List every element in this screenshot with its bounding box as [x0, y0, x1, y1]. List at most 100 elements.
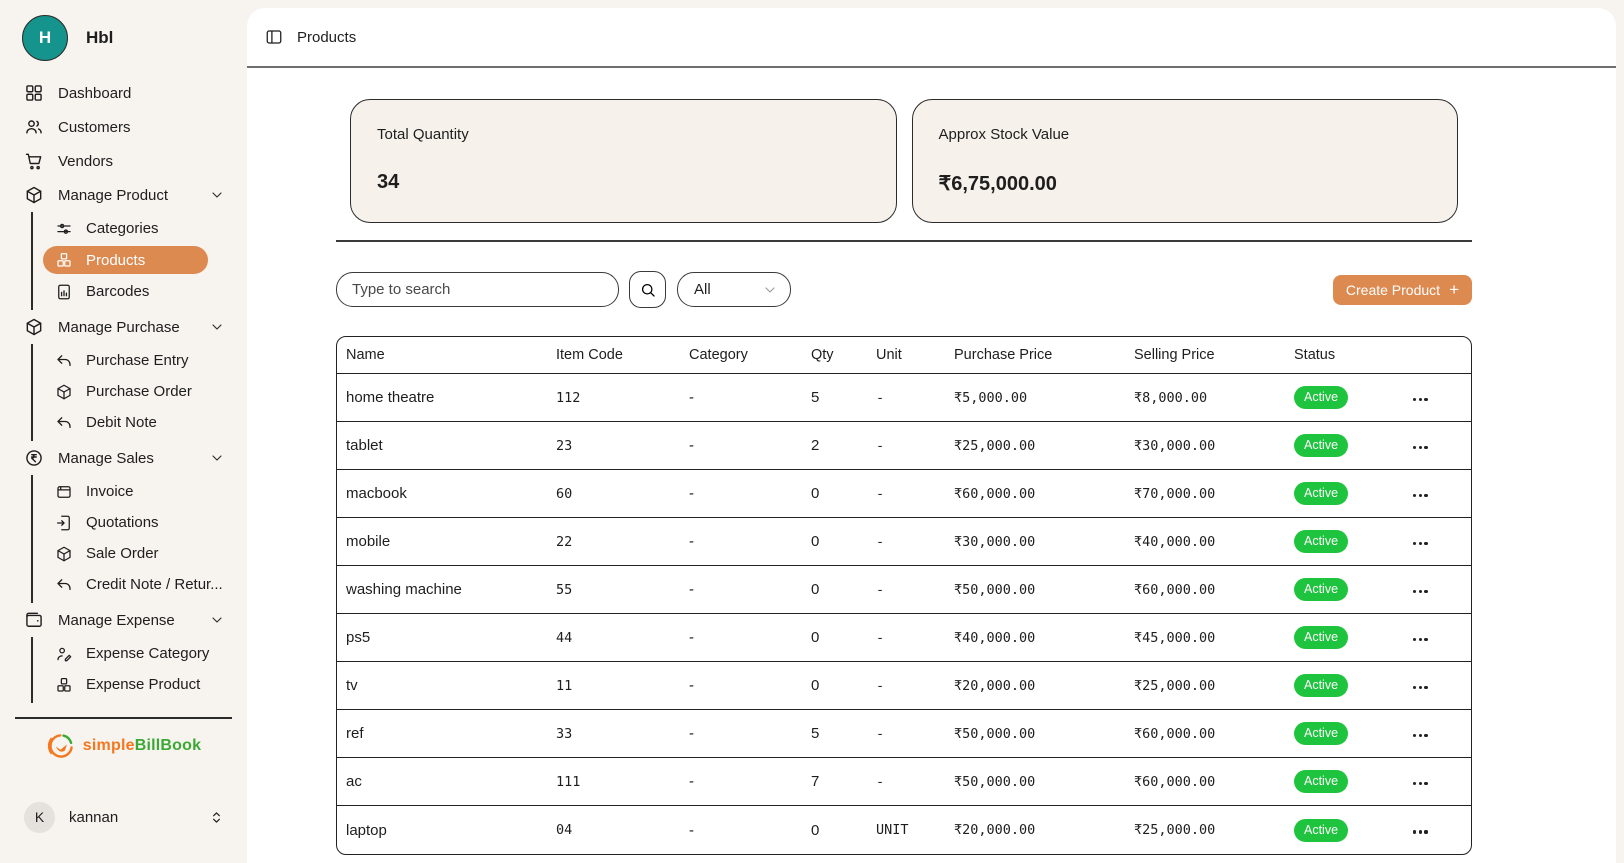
toolbar: All Create Product +	[336, 271, 1472, 308]
sidebar-item-vendors[interactable]: Vendors	[0, 144, 247, 178]
cell-purchase-price: ₹20,000.00	[954, 822, 1036, 838]
sidebar-group-manage-sales[interactable]: Manage Sales	[0, 441, 247, 475]
sidebar-item-sale-order[interactable]: Sale Order	[33, 538, 247, 569]
create-product-button[interactable]: Create Product +	[1332, 274, 1472, 305]
page-content: Total Quantity 34 Approx Stock Value ₹6,…	[247, 68, 1616, 855]
cell-item-code: 44	[556, 614, 689, 662]
package-icon	[55, 383, 73, 401]
sidebar-item-customers[interactable]: Customers	[0, 110, 247, 144]
sidebar-group-manage-expense[interactable]: Manage Expense	[0, 603, 247, 637]
cell-purchase-price: ₹25,000.00	[954, 422, 1134, 470]
cell-category: -	[689, 710, 811, 758]
cell-status: Active	[1294, 758, 1411, 806]
cell-status: Active	[1294, 422, 1411, 470]
sidebar-item-purchase-entry[interactable]: Purchase Entry	[33, 345, 247, 376]
sidebar-item-categories[interactable]: Categories	[33, 213, 247, 244]
cell-name: mobile	[337, 518, 556, 566]
search-input[interactable]	[336, 272, 619, 307]
sidebar-item-invoice[interactable]: Invoice	[33, 476, 247, 507]
row-menu-ellipsis-icon[interactable]	[1411, 632, 1430, 647]
cell-item-code: 111	[556, 758, 689, 806]
search-button[interactable]	[629, 271, 666, 308]
chevron-down-icon	[209, 187, 225, 203]
table-row: ref 33 - 5 - ₹50,000.00 ₹60,000.00 Activ…	[337, 710, 1471, 758]
sidebar-item-purchase-order[interactable]: Purchase Order	[33, 376, 247, 407]
cell-actions	[1411, 566, 1471, 614]
cell-qty: 7	[811, 758, 876, 806]
submenu-manage-product: Categories Products Barcodes	[31, 212, 247, 310]
cell-status: Active	[1294, 614, 1411, 662]
cell-actions	[1411, 662, 1471, 710]
table-row: ac 111 - 7 - ₹50,000.00 ₹60,000.00 Activ…	[337, 758, 1471, 806]
workspace-avatar: H	[22, 15, 68, 61]
sidebar-item-products[interactable]: Products	[43, 246, 208, 274]
cell-status: Active	[1294, 374, 1411, 422]
cell-purchase-price: ₹20,000.00	[954, 662, 1134, 710]
row-menu-ellipsis-icon[interactable]	[1411, 440, 1430, 455]
workspace-name: Hbl	[86, 28, 114, 47]
row-menu-ellipsis-icon[interactable]	[1411, 584, 1430, 599]
stat-value: 34	[377, 171, 400, 193]
row-menu-ellipsis-icon[interactable]	[1411, 536, 1430, 551]
sidebar-group-label: Manage Expense	[58, 611, 175, 629]
sidebar-item-debit-note[interactable]: Debit Note	[33, 407, 247, 438]
user-avatar: K	[24, 801, 55, 833]
cell-unit: -	[876, 662, 954, 710]
chevron-down-icon	[209, 612, 225, 628]
return-arrow-icon	[55, 414, 73, 432]
cell-purchase-price: ₹60,000.00	[954, 470, 1134, 518]
sidebar-item-credit-note[interactable]: Credit Note / Retur...	[33, 569, 247, 600]
cell-actions	[1411, 422, 1471, 470]
chevron-down-icon	[762, 282, 778, 298]
panel-left-icon[interactable]	[265, 28, 283, 46]
sidebar-item-expense-product[interactable]: Expense Product	[33, 669, 247, 700]
app-logo-icon	[47, 734, 73, 758]
cell-name: laptop	[346, 821, 387, 839]
user-name: kannan	[69, 808, 119, 826]
column-header-qty: Qty	[811, 337, 876, 374]
cell-purchase-price: ₹50,000.00	[954, 566, 1134, 614]
row-menu-ellipsis-icon[interactable]	[1411, 392, 1430, 407]
status-filter-select[interactable]: All	[677, 272, 791, 307]
row-menu-ellipsis-icon[interactable]	[1411, 488, 1430, 503]
chevron-down-icon	[209, 450, 225, 466]
sidebar-nav: Dashboard Customers Vendors Manage Produ…	[0, 67, 247, 703]
cell-item-code: 11	[556, 662, 689, 710]
sidebar-item-label: Quotations	[86, 514, 159, 531]
sidebar-item-quotations[interactable]: Quotations	[33, 507, 247, 538]
cell-selling-price: ₹60,000.00	[1134, 710, 1294, 758]
sidebar-item-label: Sale Order	[86, 545, 159, 562]
cubes-icon	[55, 251, 73, 269]
cell-category: -	[689, 374, 811, 422]
sidebar-item-label: Customers	[58, 118, 131, 136]
cell-status: Active	[1294, 566, 1411, 614]
return-arrow-icon	[55, 352, 73, 370]
sliders-icon	[55, 220, 73, 238]
plus-icon: +	[1449, 280, 1459, 299]
sidebar-item-label: Expense Category	[86, 645, 210, 662]
column-header-unit: Unit	[876, 337, 954, 374]
user-menu[interactable]: K kannan	[0, 799, 247, 835]
sidebar-group-manage-purchase[interactable]: Manage Purchase	[0, 310, 247, 344]
row-menu-ellipsis-icon[interactable]	[1411, 824, 1430, 839]
sidebar-divider	[15, 717, 232, 719]
sidebar-item-dashboard[interactable]: Dashboard	[0, 76, 247, 110]
table-header-row: Name Item Code Category Qty Unit Purchas…	[337, 337, 1471, 374]
row-menu-ellipsis-icon[interactable]	[1411, 776, 1430, 791]
sidebar-item-expense-category[interactable]: Expense Category	[33, 638, 247, 669]
table-row: laptop 04 - 0 UNIT ₹20,000.00 ₹25,000.00…	[337, 806, 1471, 854]
sidebar-item-barcodes[interactable]: Barcodes	[33, 276, 247, 307]
column-header-purchase-price: Purchase Price	[954, 337, 1134, 374]
package-icon	[24, 317, 44, 337]
row-menu-ellipsis-icon[interactable]	[1411, 728, 1430, 743]
products-table: Name Item Code Category Qty Unit Purchas…	[336, 336, 1472, 855]
sidebar-item-label: Purchase Entry	[86, 352, 189, 369]
cell-unit: -	[876, 422, 954, 470]
cell-name: ac	[337, 758, 556, 806]
cell-status: Active	[1294, 710, 1411, 758]
cell-category: -	[689, 614, 811, 662]
sidebar-group-manage-product[interactable]: Manage Product	[0, 178, 247, 212]
workspace-brand[interactable]: H Hbl	[0, 0, 247, 67]
cell-category: -	[689, 758, 811, 806]
row-menu-ellipsis-icon[interactable]	[1411, 680, 1430, 695]
